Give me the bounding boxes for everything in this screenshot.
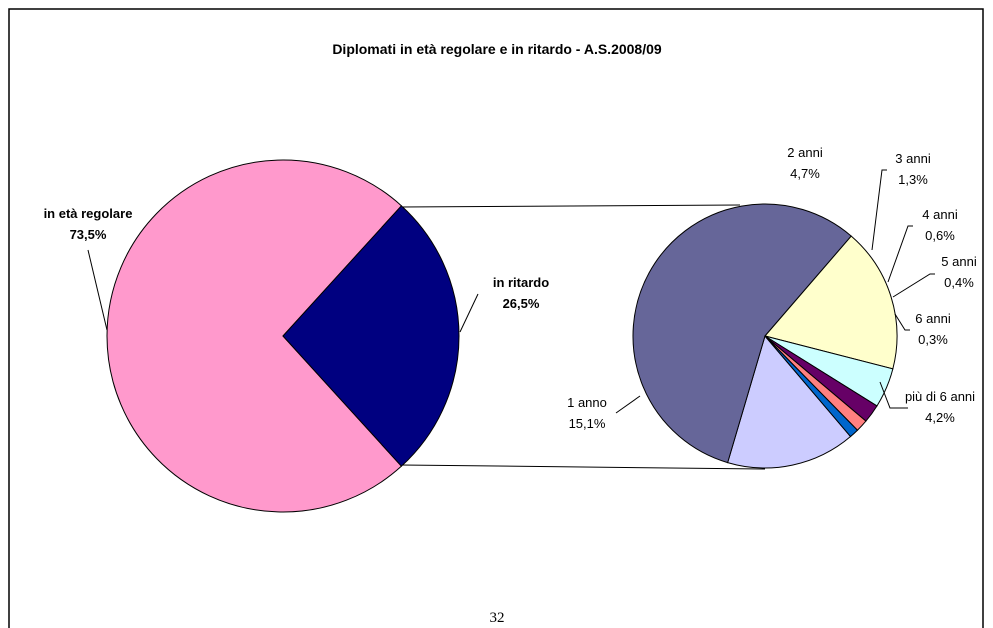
leader-line <box>887 225 913 283</box>
pie-slice <box>282 205 460 467</box>
slice-label: in età regolare <box>44 206 133 221</box>
slice-value-label: 4,2% <box>925 410 955 425</box>
slice-value-label: 1,3% <box>898 172 928 187</box>
slice-value-label: 15,1% <box>569 416 606 431</box>
slice-label: 1 anno <box>567 395 607 410</box>
slice-label: più di 6 anni <box>905 389 975 404</box>
chart-title: Diplomati in età regolare e in ritardo -… <box>332 41 662 57</box>
slice-value-label: 26,5% <box>503 296 540 311</box>
slice-label: 6 anni <box>915 311 951 326</box>
pie-slice <box>632 203 852 464</box>
leader-line <box>892 273 935 298</box>
pie-slice <box>106 159 403 513</box>
pie-slice <box>764 335 859 438</box>
pie-slice <box>764 235 898 370</box>
slice-label: 2 anni <box>787 145 823 160</box>
slice-label: in ritardo <box>493 275 549 290</box>
pie-slice <box>727 334 852 469</box>
leader-line <box>879 381 908 409</box>
leader-line <box>459 293 479 333</box>
leader-line <box>615 395 641 414</box>
slice-label: 3 anni <box>895 151 931 166</box>
connector-line <box>400 464 766 470</box>
chart-frame <box>8 8 984 628</box>
leader-line <box>871 169 887 251</box>
slice-value-label: 0,6% <box>925 228 955 243</box>
leader-line <box>894 313 910 331</box>
slice-label: 5 anni <box>941 254 977 269</box>
slice-label: 4 anni <box>922 207 958 222</box>
leader-line <box>87 249 108 331</box>
slice-value-label: 0,3% <box>918 332 948 347</box>
connector-line <box>400 204 741 208</box>
slice-value-label: 4,7% <box>790 166 820 181</box>
page-number: 32 <box>490 610 505 626</box>
slice-value-label: 73,5% <box>70 227 107 242</box>
slice-value-label: 0,4% <box>944 275 974 290</box>
